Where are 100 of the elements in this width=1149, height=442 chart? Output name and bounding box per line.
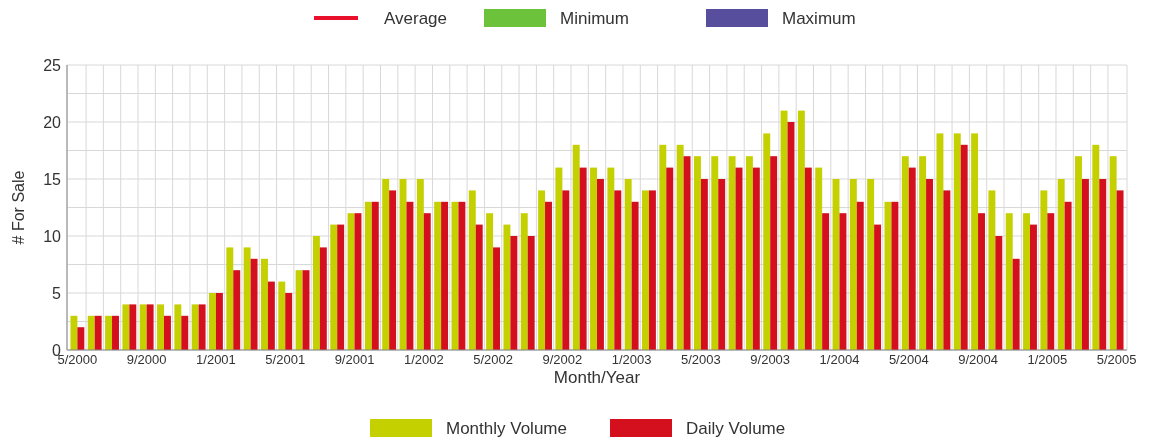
- bar: [839, 213, 847, 350]
- bar: [105, 315, 113, 350]
- bar: [908, 167, 916, 350]
- bar: [614, 190, 622, 350]
- bar: [780, 110, 788, 350]
- bar: [347, 213, 355, 350]
- bar: [1030, 224, 1037, 350]
- bar: [226, 247, 234, 350]
- bar: [590, 167, 597, 350]
- bar: [1116, 190, 1124, 350]
- bar: [1092, 144, 1100, 350]
- x-tick-label: 1/2003: [611, 352, 652, 367]
- x-tick-label: 9/2001: [334, 352, 375, 367]
- bar: [718, 179, 726, 350]
- bar: [995, 236, 1003, 350]
- bar: [319, 247, 327, 350]
- bar: [545, 201, 552, 350]
- bar: [416, 179, 424, 350]
- bar: [693, 156, 701, 350]
- bar: [260, 258, 268, 350]
- bar: [77, 327, 85, 350]
- bar: [441, 201, 449, 350]
- bar: [1005, 213, 1013, 350]
- bar: [659, 144, 667, 350]
- bar: [597, 179, 604, 350]
- x-tick-label: 5/2002: [473, 352, 513, 367]
- bar: [752, 167, 760, 350]
- legend-label: Monthly Volume: [446, 419, 567, 438]
- bar: [1057, 179, 1065, 350]
- bar: [94, 315, 102, 350]
- bar: [278, 281, 286, 350]
- y-tick-label: 15: [43, 170, 62, 188]
- bar: [468, 190, 476, 350]
- bar: [745, 156, 753, 350]
- bar: [312, 236, 320, 350]
- bar: [822, 213, 830, 350]
- bar: [538, 190, 546, 350]
- bar: [683, 156, 691, 350]
- bar: [953, 133, 961, 350]
- bar: [527, 236, 535, 350]
- bar: [555, 167, 563, 350]
- bar: [510, 236, 518, 350]
- bar: [960, 144, 968, 350]
- bar: [770, 156, 778, 350]
- bar: [711, 156, 719, 350]
- x-tick-label: 1/2002: [403, 352, 444, 367]
- bar: [503, 224, 511, 350]
- bar: [1012, 258, 1020, 350]
- bar: [1040, 190, 1048, 350]
- bar: [423, 213, 431, 350]
- bar: [926, 179, 934, 350]
- bar: [919, 156, 927, 350]
- bar: [198, 304, 206, 350]
- bar: [1047, 213, 1055, 350]
- bar: [122, 304, 130, 350]
- bar: [371, 201, 379, 350]
- bar: [936, 133, 944, 350]
- bar: [978, 213, 985, 350]
- bar: [181, 315, 189, 350]
- x-tick-label: 9/2000: [126, 352, 167, 367]
- legend-label: Minimum: [560, 9, 629, 28]
- x-tick-label: 9/2003: [750, 352, 791, 367]
- bar: [129, 304, 137, 350]
- bar: [624, 179, 632, 350]
- y-axis-title: # For Sale: [10, 170, 27, 245]
- y-tick-label: 25: [43, 56, 62, 74]
- bar: [70, 315, 78, 350]
- bar: [157, 304, 164, 350]
- bar: [971, 133, 979, 350]
- bar: [943, 190, 951, 350]
- bar: [1099, 179, 1107, 350]
- bar: [763, 133, 771, 350]
- bar: [797, 110, 805, 350]
- x-tick-label: 5/2003: [681, 352, 721, 367]
- bar: [1075, 156, 1082, 350]
- bar: [988, 190, 996, 350]
- bar: [233, 270, 241, 350]
- x-axis-title: Month/Year: [553, 368, 641, 387]
- bar: [493, 247, 501, 350]
- x-tick-label: 9/2004: [958, 352, 998, 367]
- bar: [631, 201, 639, 350]
- legend-label: Average: [384, 9, 448, 28]
- bar: [434, 201, 442, 350]
- bar: [1064, 201, 1072, 350]
- bar: [804, 167, 812, 350]
- bar: [562, 190, 570, 350]
- x-tick-label: 5/2005: [1096, 352, 1137, 367]
- bar: [666, 167, 674, 350]
- bar: [406, 201, 414, 350]
- x-tick-label: 5/2004: [888, 352, 929, 367]
- bar: [874, 224, 882, 350]
- bar: [112, 315, 119, 350]
- bar: [700, 179, 708, 350]
- bar: [209, 293, 216, 350]
- bar: [243, 247, 251, 350]
- bar: [267, 281, 275, 350]
- x-tick-label: 1/2005: [1027, 352, 1068, 367]
- y-tick-label: 20: [43, 113, 62, 131]
- bar: [337, 224, 345, 350]
- y-tick-label: 5: [52, 284, 62, 302]
